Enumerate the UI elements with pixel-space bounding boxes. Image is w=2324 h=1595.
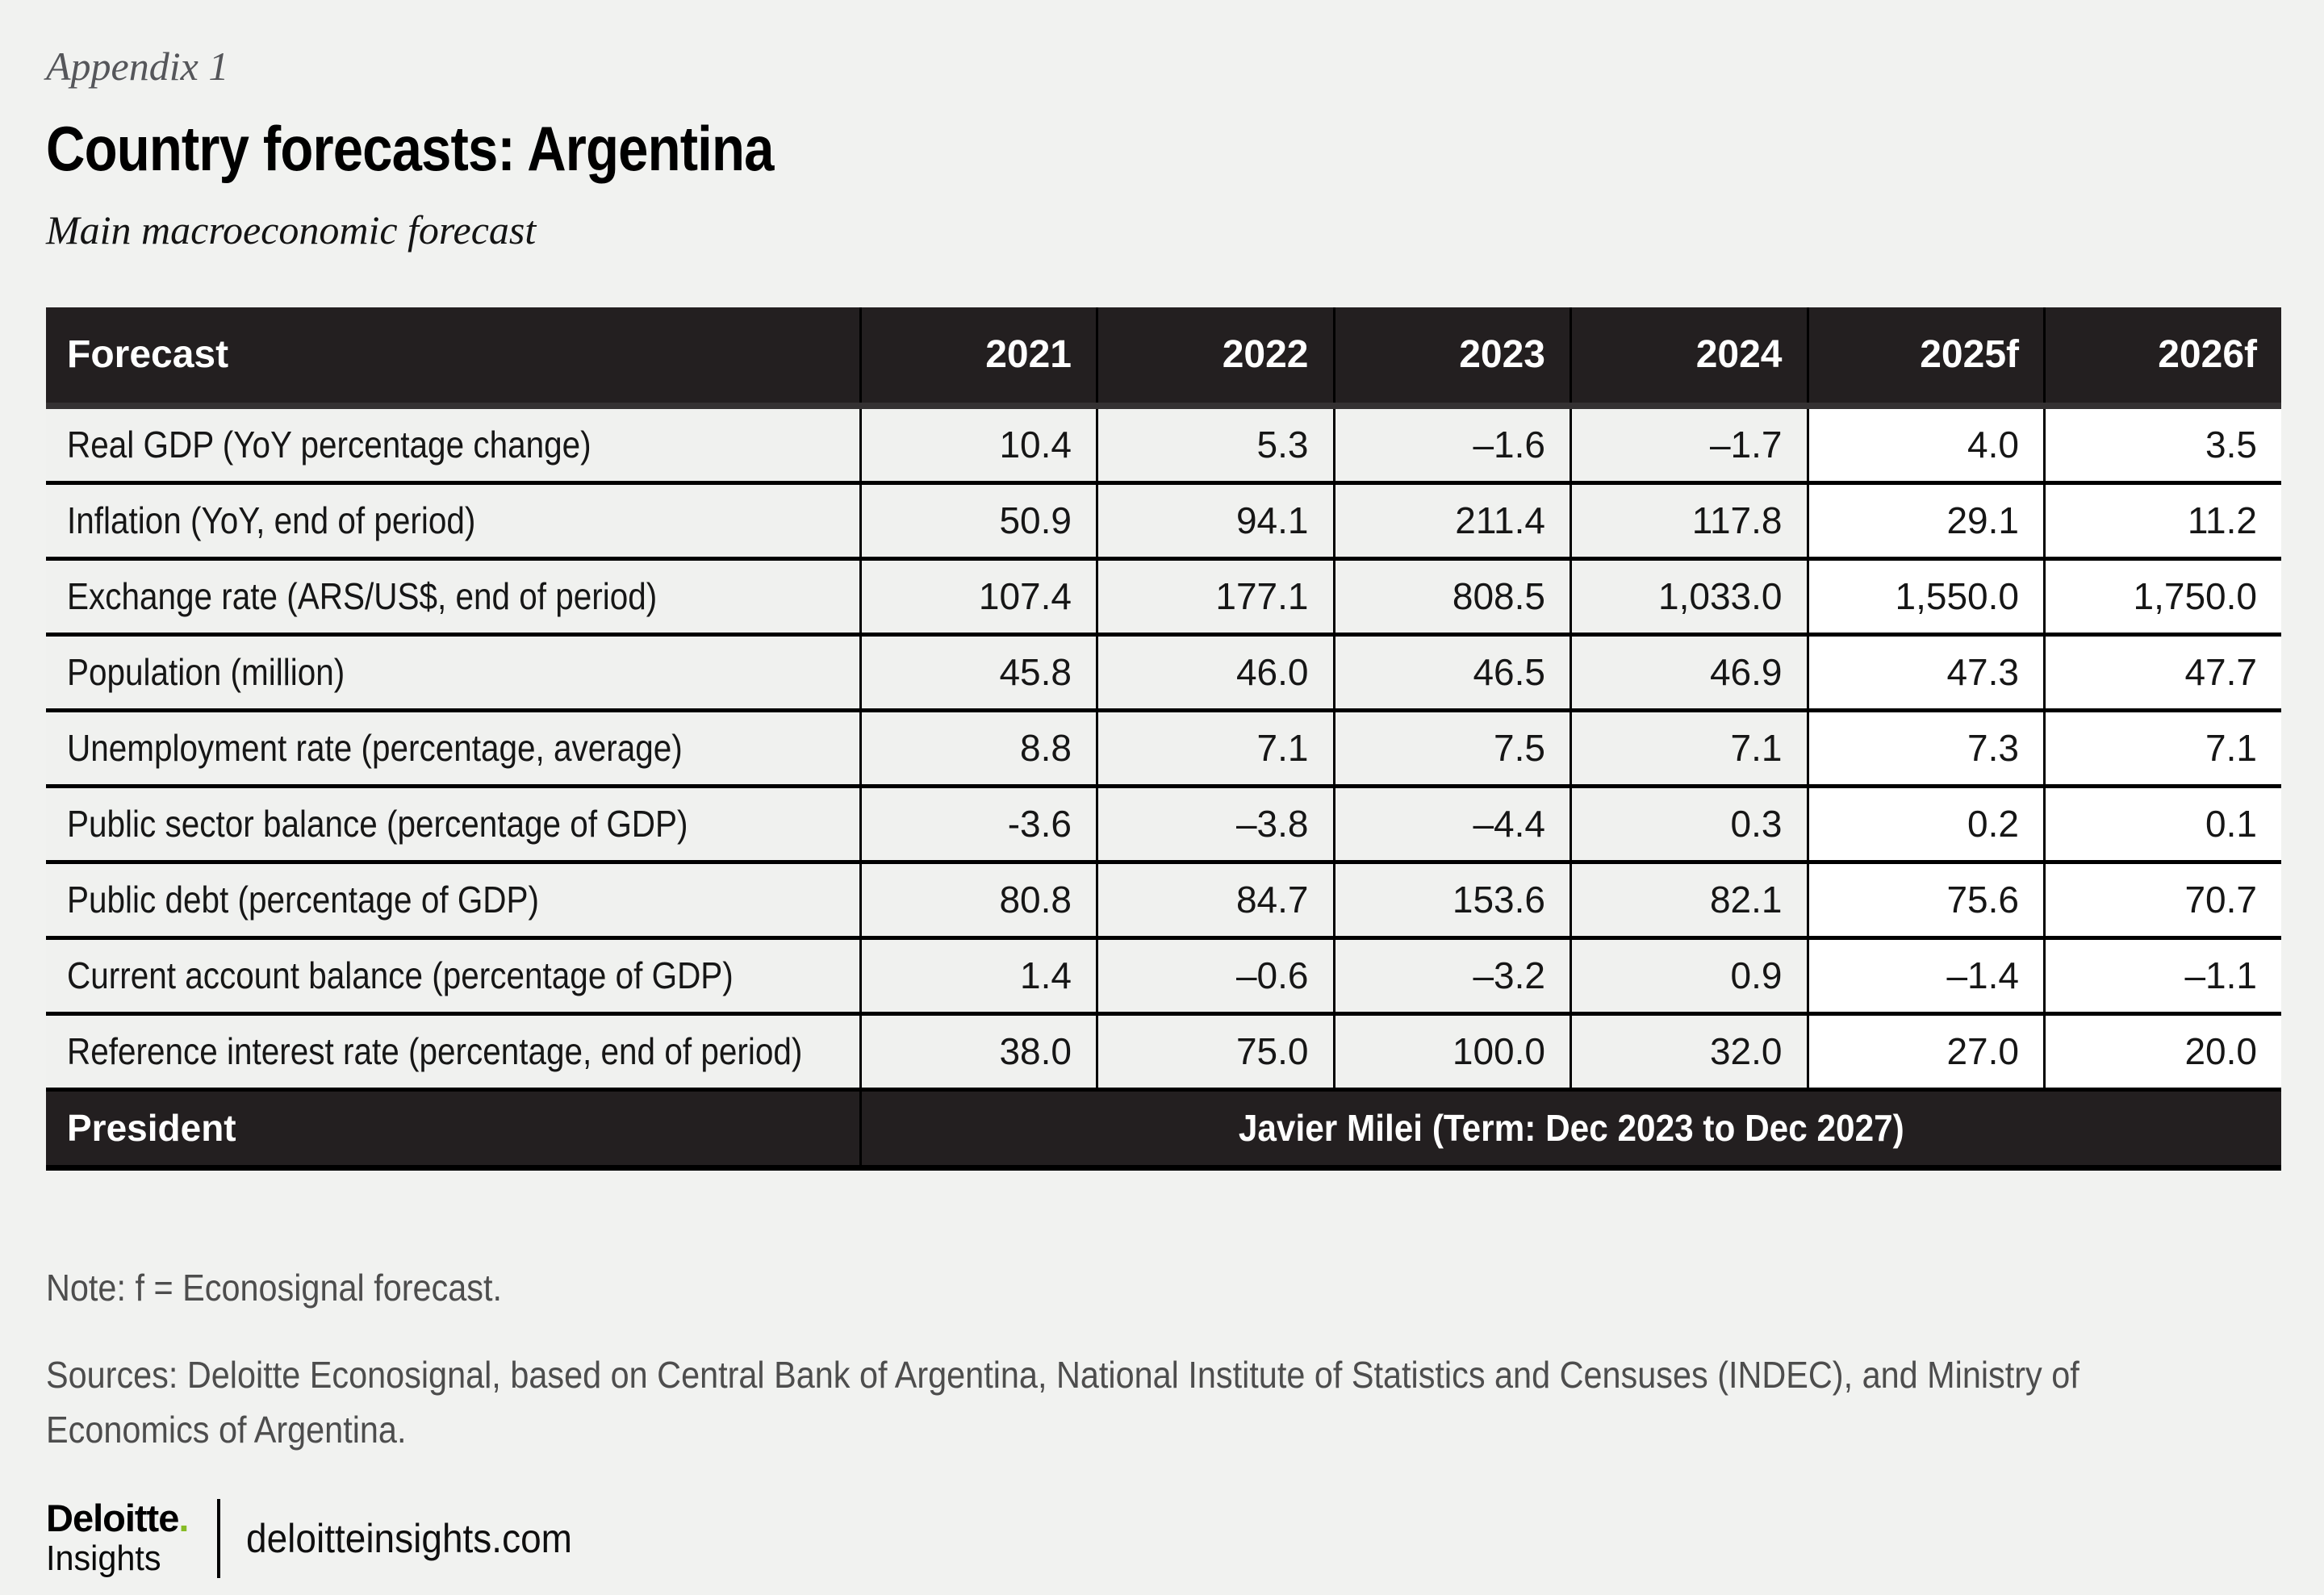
- row-label: Real GDP (YoY percentage change): [46, 405, 860, 483]
- table-row: Inflation (YoY, end of period) 50.9 94.1…: [46, 480, 2281, 559]
- row-label: Population (million): [46, 632, 860, 711]
- column-header-2022: 2022: [1096, 307, 1334, 409]
- table-cell: 46.5: [1332, 632, 1571, 711]
- table-cell: 46.0: [1096, 632, 1334, 711]
- footer-divider: [217, 1499, 221, 1578]
- table-cell: 47.7: [2043, 632, 2281, 711]
- table-cell: –0.6: [1096, 935, 1334, 1014]
- table-cell: 3.5: [2043, 405, 2281, 483]
- table-cell: 0.1: [2043, 783, 2281, 862]
- column-header-2021: 2021: [859, 307, 1097, 409]
- table-cell: –1.1: [2043, 935, 2281, 1014]
- table-cell: –1.4: [1806, 935, 2045, 1014]
- table-cell: 82.1: [1570, 859, 1808, 938]
- table-cell: 177.1: [1096, 556, 1334, 635]
- page: Appendix 1 Country forecasts: Argentina …: [46, 44, 2324, 1451]
- table-cell: 27.0: [1806, 1011, 2045, 1090]
- footnote: Note: f = Econosignal forecast.: [46, 1266, 502, 1309]
- table-row: Real GDP (YoY percentage change) 10.4 5.…: [46, 405, 2281, 483]
- table-cell: 0.2: [1806, 783, 2045, 862]
- table-cell: 29.1: [1806, 480, 2045, 559]
- table-cell: -3.6: [859, 783, 1097, 862]
- table-cell: 4.0: [1806, 405, 2045, 483]
- table-cell: 45.8: [859, 632, 1097, 711]
- row-label: Unemployment rate (percentage, average): [46, 708, 860, 787]
- president-row-label: President: [46, 1087, 860, 1171]
- table-cell: 1,750.0: [2043, 556, 2281, 635]
- page-title: Country forecasts: Argentina: [46, 112, 2324, 184]
- table-cell: 50.9: [859, 480, 1097, 559]
- appendix-label: Appendix 1: [46, 44, 229, 89]
- column-header-2026f: 2026f: [2043, 307, 2281, 409]
- table-row: Public sector balance (percentage of GDP…: [46, 783, 2281, 862]
- table-cell: 211.4: [1332, 480, 1571, 559]
- table-cell: 107.4: [859, 556, 1097, 635]
- table-cell: 84.7: [1096, 859, 1334, 938]
- table-cell: 100.0: [1332, 1011, 1571, 1090]
- row-label: Public sector balance (percentage of GDP…: [46, 783, 860, 862]
- row-label: Inflation (YoY, end of period): [46, 480, 860, 559]
- forecast-table: Forecast 2021 2022 2023 2024 2025f 2026f…: [46, 307, 2281, 1171]
- table-cell: 20.0: [2043, 1011, 2281, 1090]
- row-label: Public debt (percentage of GDP): [46, 859, 860, 938]
- column-header-forecast: Forecast: [46, 307, 860, 409]
- forecast-table-wrap: Forecast 2021 2022 2023 2024 2025f 2026f…: [46, 307, 2281, 1171]
- table-cell: 75.6: [1806, 859, 2045, 938]
- footer-url: deloitteinsights.com: [246, 1516, 573, 1561]
- table-cell: 117.8: [1570, 480, 1808, 559]
- table-cell: 0.3: [1570, 783, 1808, 862]
- table-cell: 10.4: [859, 405, 1097, 483]
- column-header-2023: 2023: [1332, 307, 1571, 409]
- table-cell: 7.3: [1806, 708, 2045, 787]
- table-cell: 808.5: [1332, 556, 1571, 635]
- deloitte-wordmark: Deloitte.: [46, 1497, 189, 1540]
- table-cell: –3.8: [1096, 783, 1334, 862]
- table-cell: 32.0: [1570, 1011, 1808, 1090]
- table-cell: 11.2: [2043, 480, 2281, 559]
- table-cell: –1.7: [1570, 405, 1808, 483]
- table-cell: 80.8: [859, 859, 1097, 938]
- table-row: Public debt (percentage of GDP) 80.8 84.…: [46, 859, 2281, 938]
- table-row: Exchange rate (ARS/US$, end of period) 1…: [46, 556, 2281, 635]
- table-cell: 38.0: [859, 1011, 1097, 1090]
- table-cell: 47.3: [1806, 632, 2045, 711]
- table-cell: 7.1: [1096, 708, 1334, 787]
- table-cell: 1,550.0: [1806, 556, 2045, 635]
- table-row: Current account balance (percentage of G…: [46, 935, 2281, 1014]
- table-cell: 153.6: [1332, 859, 1571, 938]
- table-row: Reference interest rate (percentage, end…: [46, 1011, 2281, 1090]
- table-cell: 70.7: [2043, 859, 2281, 938]
- table-row: Population (million) 45.8 46.0 46.5 46.9…: [46, 632, 2281, 711]
- page-title-text: Country forecasts: Argentina: [46, 112, 774, 184]
- table-cell: 1.4: [859, 935, 1097, 1014]
- footer: Deloitte. Insights deloitteinsights.com: [46, 1499, 601, 1578]
- table-cell: 7.1: [1570, 708, 1808, 787]
- table-cell: 0.9: [1570, 935, 1808, 1014]
- row-label: Current account balance (percentage of G…: [46, 935, 860, 1014]
- table-cell: –3.2: [1332, 935, 1571, 1014]
- table-header-row: Forecast 2021 2022 2023 2024 2025f 2026f: [46, 307, 2281, 409]
- table-cell: –1.6: [1332, 405, 1571, 483]
- president-row-value: Javier Milei (Term: Dec 2023 to Dec 2027…: [859, 1087, 2281, 1171]
- row-label: Exchange rate (ARS/US$, end of period): [46, 556, 860, 635]
- deloitte-insights-logo: Deloitte. Insights: [46, 1497, 189, 1579]
- table-cell: 1,033.0: [1570, 556, 1808, 635]
- table-cell: 7.1: [2043, 708, 2281, 787]
- column-header-2024: 2024: [1570, 307, 1808, 409]
- table-cell: 5.3: [1096, 405, 1334, 483]
- table-cell: 46.9: [1570, 632, 1808, 711]
- page-subtitle: Main macroeconomic forecast: [46, 207, 537, 253]
- table-cell: 8.8: [859, 708, 1097, 787]
- table-row: Unemployment rate (percentage, average) …: [46, 708, 2281, 787]
- sources-text: Sources: Deloitte Econosignal, based on …: [46, 1353, 2079, 1451]
- table-cell: 7.5: [1332, 708, 1571, 787]
- deloitte-green-dot: .: [178, 1497, 189, 1540]
- table-cell: –4.4: [1332, 783, 1571, 862]
- insights-wordmark: Insights: [46, 1539, 161, 1579]
- president-row: President Javier Milei (Term: Dec 2023 t…: [46, 1087, 2281, 1171]
- table-cell: 94.1: [1096, 480, 1334, 559]
- table-cell: 75.0: [1096, 1011, 1334, 1090]
- column-header-2025f: 2025f: [1806, 307, 2045, 409]
- row-label: Reference interest rate (percentage, end…: [46, 1011, 860, 1090]
